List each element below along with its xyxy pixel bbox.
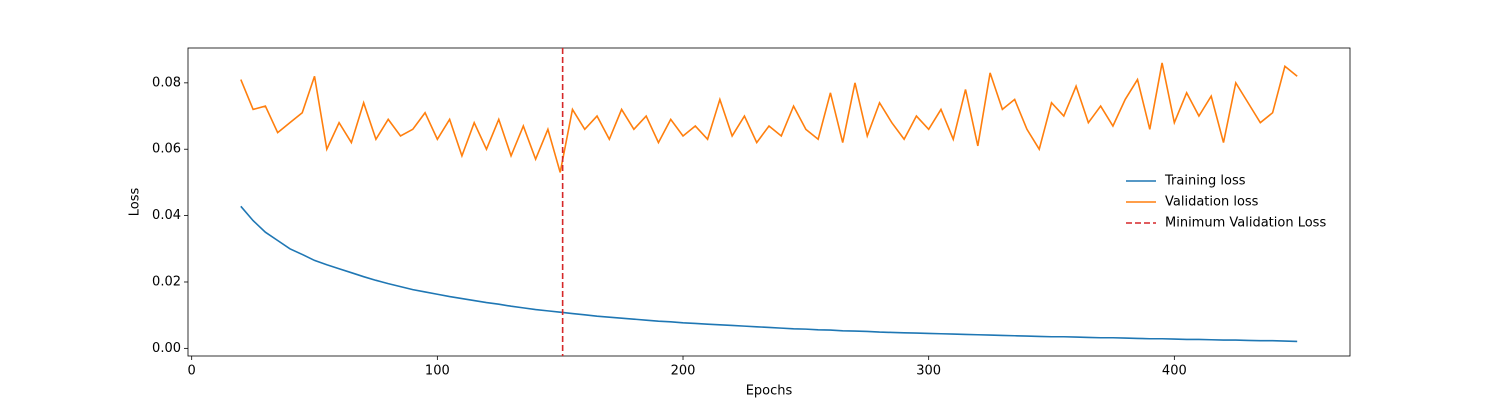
- y-tick-label: 0.04: [152, 208, 181, 223]
- x-tick-label: 0: [188, 364, 196, 379]
- plot-frame: [187, 47, 1351, 357]
- y-tick-label: 0.02: [152, 274, 181, 289]
- y-tick-label: 0.06: [152, 142, 181, 157]
- y-tick-label: 0.08: [152, 75, 181, 90]
- series-line: [240, 205, 1298, 343]
- x-tick-label: 400: [1162, 364, 1187, 379]
- y-axis-label: Loss: [128, 188, 143, 217]
- series-line: [240, 62, 1298, 173]
- x-axis-label: Epochs: [746, 384, 793, 399]
- x-tick-label: 100: [425, 364, 450, 379]
- legend-label: Minimum Validation Loss: [1165, 216, 1326, 231]
- x-tick-label: 200: [671, 364, 696, 379]
- legend-label: Training loss: [1164, 174, 1246, 189]
- x-tick-label: 300: [916, 364, 941, 379]
- y-tick-label: 0.00: [152, 341, 181, 356]
- legend-label: Validation loss: [1165, 195, 1259, 210]
